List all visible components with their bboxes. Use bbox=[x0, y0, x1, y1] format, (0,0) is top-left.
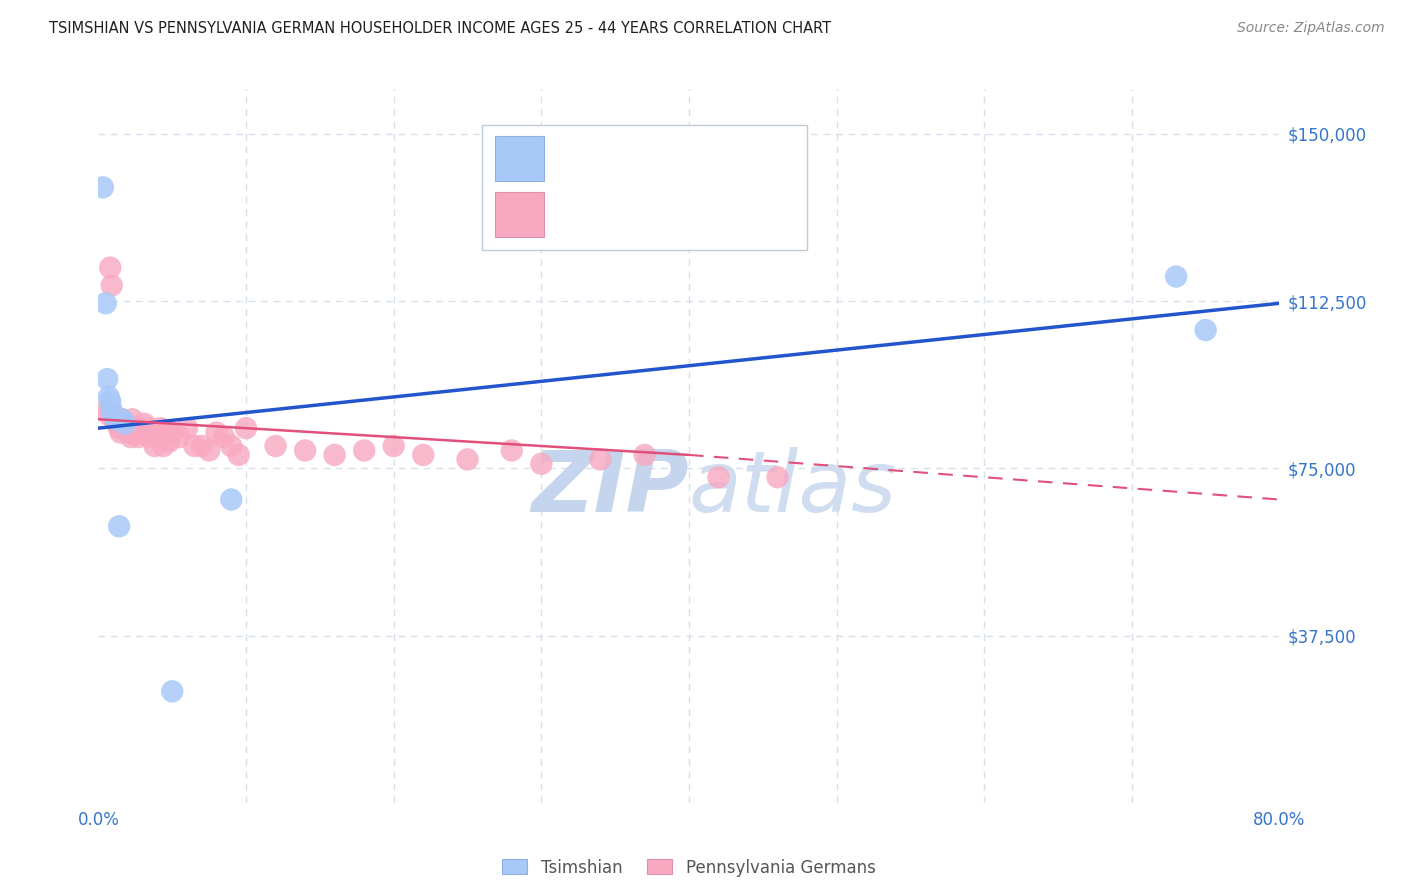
Point bbox=[212, 430, 235, 444]
Point bbox=[162, 425, 183, 440]
Point bbox=[501, 443, 523, 458]
Point bbox=[98, 260, 121, 275]
Point bbox=[139, 421, 162, 435]
Point bbox=[111, 412, 134, 426]
Point bbox=[132, 425, 155, 440]
Point bbox=[228, 448, 250, 462]
Point bbox=[100, 403, 122, 417]
Point bbox=[97, 390, 120, 404]
Text: Source: ZipAtlas.com: Source: ZipAtlas.com bbox=[1237, 21, 1385, 35]
Point bbox=[766, 470, 789, 484]
Point bbox=[124, 421, 146, 435]
Point bbox=[108, 519, 131, 533]
Point bbox=[134, 417, 156, 431]
Point bbox=[149, 421, 172, 435]
Point bbox=[104, 412, 127, 426]
Point bbox=[108, 421, 131, 435]
Point bbox=[412, 448, 434, 462]
Point bbox=[111, 412, 134, 426]
Point bbox=[198, 443, 221, 458]
Text: TSIMSHIAN VS PENNSYLVANIA GERMAN HOUSEHOLDER INCOME AGES 25 - 44 YEARS CORRELATI: TSIMSHIAN VS PENNSYLVANIA GERMAN HOUSEHO… bbox=[49, 21, 831, 36]
Point bbox=[219, 492, 242, 507]
Point bbox=[112, 417, 135, 431]
Point bbox=[100, 278, 122, 293]
Point bbox=[235, 421, 257, 435]
Point bbox=[294, 443, 316, 458]
Point bbox=[183, 439, 205, 453]
Point bbox=[125, 425, 148, 440]
Point bbox=[152, 439, 174, 453]
Point bbox=[323, 448, 346, 462]
Point bbox=[121, 412, 143, 426]
Point bbox=[105, 412, 128, 426]
Point bbox=[135, 425, 157, 440]
Point bbox=[162, 684, 183, 698]
Text: atlas: atlas bbox=[689, 447, 897, 531]
Point bbox=[117, 421, 139, 435]
Point bbox=[96, 372, 118, 386]
Point bbox=[530, 457, 553, 471]
Point bbox=[589, 452, 612, 467]
Point bbox=[115, 417, 138, 431]
Point bbox=[98, 394, 121, 409]
Point bbox=[128, 421, 150, 435]
Point bbox=[219, 439, 242, 453]
Point bbox=[107, 417, 129, 431]
Point bbox=[157, 434, 180, 449]
Point bbox=[97, 408, 120, 422]
Point bbox=[191, 439, 214, 453]
Point bbox=[103, 408, 125, 422]
Point bbox=[114, 421, 136, 435]
Point bbox=[205, 425, 228, 440]
Point bbox=[142, 425, 165, 440]
Point bbox=[264, 439, 287, 453]
Point bbox=[114, 417, 136, 431]
Point bbox=[91, 180, 114, 194]
Point bbox=[138, 430, 160, 444]
Point bbox=[169, 430, 191, 444]
Point bbox=[382, 439, 405, 453]
Point bbox=[143, 439, 166, 453]
Point bbox=[353, 443, 375, 458]
Point bbox=[176, 421, 198, 435]
Text: ZIP: ZIP bbox=[531, 447, 689, 531]
Legend: Tsimshian, Pennsylvania Germans: Tsimshian, Pennsylvania Germans bbox=[502, 858, 876, 877]
Point bbox=[1195, 323, 1218, 337]
Point bbox=[103, 408, 125, 422]
Point bbox=[118, 425, 141, 440]
Point bbox=[105, 412, 128, 426]
Point bbox=[127, 430, 149, 444]
Point bbox=[155, 425, 177, 440]
Point bbox=[633, 448, 655, 462]
Point bbox=[146, 430, 169, 444]
Point bbox=[94, 296, 117, 310]
Point bbox=[1164, 269, 1187, 284]
Point bbox=[110, 425, 132, 440]
Point bbox=[120, 430, 142, 444]
Point bbox=[707, 470, 730, 484]
Point bbox=[456, 452, 478, 467]
Point bbox=[94, 403, 117, 417]
